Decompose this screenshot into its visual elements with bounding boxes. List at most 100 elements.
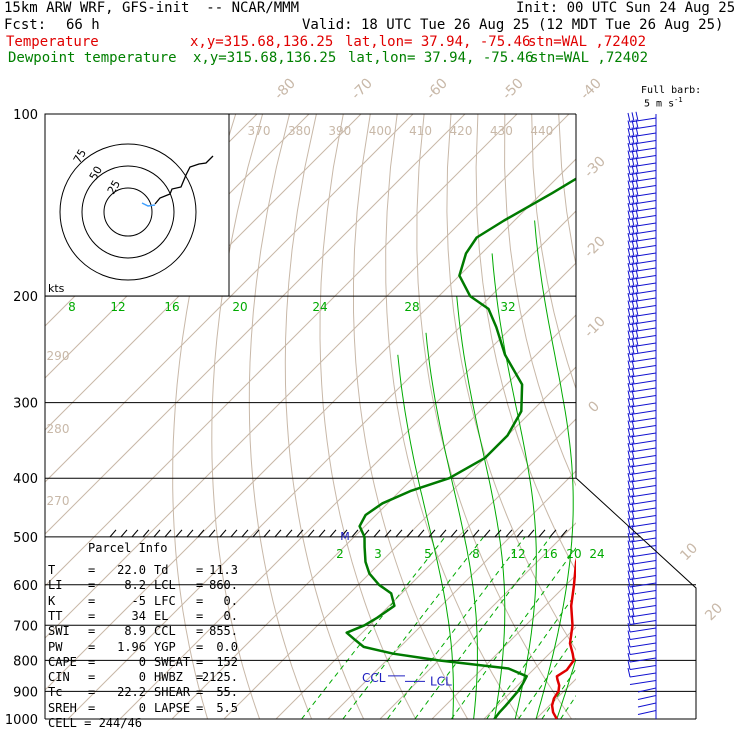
hatch-mark — [252, 529, 260, 538]
mixing-ratio-label: 20 — [566, 547, 581, 561]
hatch-mark — [494, 529, 502, 538]
hodograph-ring — [103, 187, 153, 237]
mixing-ratio-line — [414, 536, 551, 719]
hatch-mark — [439, 529, 447, 538]
temperature-station: stn=WAL ,72402 — [528, 34, 647, 50]
theta-e-label: 430 — [490, 124, 513, 138]
parcel-info-title: Parcel Info — [88, 541, 168, 555]
mixing-ratio-label: 2 — [336, 547, 344, 561]
temperature-xy: x,y=315.68,136.25 — [190, 34, 334, 50]
dry-adiabat-line — [172, 114, 237, 719]
parcel-key: CCL — [154, 624, 176, 639]
wind-barb — [627, 201, 657, 213]
parcel-row: LI = 8.2 LCL = 860. — [48, 578, 248, 593]
hatch-mark — [406, 529, 414, 538]
mixing-ratio-line — [301, 536, 446, 719]
mixing-ratio-label: 16 — [542, 547, 557, 561]
pressure-label: 300 — [13, 397, 38, 412]
parcel-key: T — [48, 563, 56, 577]
dry-adiabat-line — [446, 114, 576, 651]
pressure-label: 400 — [13, 472, 38, 487]
parcel-eq: = — [196, 670, 204, 685]
hatch-mark — [483, 529, 491, 538]
isotherm-line — [327, 470, 576, 719]
parcel-value: 0. — [223, 608, 238, 623]
parcel-row: TT = 34 EL = 0. — [48, 609, 248, 624]
dry-adiabat-line — [531, 114, 576, 391]
parcel-eq: = — [196, 639, 204, 654]
hatch-mark — [450, 529, 458, 538]
dry-adiabat-line — [693, 114, 740, 719]
mixing-ratio-label: 5 — [424, 547, 432, 561]
parcel-row: K = -5 LFC = 0. — [48, 594, 248, 609]
isotherm-line — [45, 114, 362, 431]
mixing-ratio-label: 16 — [164, 300, 179, 314]
parcel-eq: = — [88, 654, 96, 669]
parcel-info-panel: Parcel Info T = 22.0 Td = 11.3 LI = 8.2 LCL = 860. K… — [48, 541, 238, 730]
isotherm-line — [535, 678, 576, 719]
wind-barb — [627, 382, 657, 393]
theta-label: 290 — [47, 349, 70, 363]
isotherm-line — [45, 114, 570, 639]
wind-barb — [627, 622, 657, 633]
dry-adiabat-line — [504, 114, 576, 487]
isotherm-label: 20 — [702, 600, 726, 624]
dry-adiabat-line — [475, 114, 576, 573]
isotherm-line — [692, 114, 740, 719]
parcel-row: CIN = 0 HWBZ = 2125. — [48, 670, 248, 685]
wind-barb — [627, 509, 657, 520]
pressure-label: 600 — [13, 579, 38, 594]
isotherm-line — [119, 262, 576, 719]
parcel-key: CIN — [48, 670, 70, 685]
parcel-key: LFC — [154, 593, 176, 608]
isotherm-line — [45, 158, 576, 691]
isotherm-label: 0 — [585, 398, 603, 416]
parcel-row: T = 22.0 Td = 11.3 — [48, 563, 248, 578]
isotherm-line — [171, 314, 576, 719]
wind-barb — [627, 614, 657, 625]
wind-barb — [627, 216, 657, 228]
parcel-key: TT — [48, 608, 63, 623]
parcel-eq: = — [196, 578, 204, 593]
wind-barb — [627, 261, 657, 273]
moist-adiabat-line — [425, 332, 478, 719]
m-label: M — [340, 530, 350, 543]
wind-barb — [627, 134, 657, 145]
mixing-ratio-label: 12 — [510, 547, 525, 561]
wind-barb — [627, 314, 657, 325]
parcel-value: 1.96 — [117, 639, 146, 654]
hodograph-ring — [59, 143, 197, 281]
wind-barb — [627, 637, 657, 648]
init-time: Init: 00 UTC Sun 24 Aug 25 — [516, 0, 736, 16]
parcel-value: 2125. — [201, 670, 238, 685]
hatch-mark — [153, 529, 161, 538]
parcel-value: 22.2 — [117, 685, 146, 700]
mixing-ratio-line — [560, 695, 576, 719]
mixing-ratio-label: 3 — [374, 547, 382, 561]
hatch-mark — [318, 529, 326, 538]
parcel-eq: = — [88, 639, 96, 654]
wind-barb — [627, 487, 657, 498]
hodograph-ring-label: 75 — [71, 147, 89, 166]
hatch-mark — [516, 529, 524, 538]
parcel-value: 0 — [138, 700, 146, 715]
parcel-row: SREH = 0 LAPSE = 5.5 — [48, 701, 248, 716]
isotherm-line — [45, 114, 414, 483]
chart-right-border — [575, 114, 697, 719]
dry-adiabat-line — [416, 114, 573, 719]
wind-barb — [627, 472, 657, 483]
wind-barb — [627, 412, 657, 423]
wind-barb — [627, 254, 657, 265]
parcel-row: PW = 1.96 YGP = 0.0 — [48, 640, 248, 655]
mixing-ratio-label: 24 — [589, 547, 604, 561]
wind-barb — [637, 687, 657, 693]
pressure-label: 500 — [13, 531, 38, 546]
parcel-key: CAPE — [48, 654, 77, 669]
hatch-mark — [395, 529, 403, 538]
parcel-value: 8.9 — [124, 624, 146, 639]
parcel-key: K — [48, 593, 56, 608]
wind-barb — [627, 569, 657, 580]
mixing-ratio-grid — [301, 536, 576, 719]
parcel-key: LCL — [154, 578, 176, 593]
